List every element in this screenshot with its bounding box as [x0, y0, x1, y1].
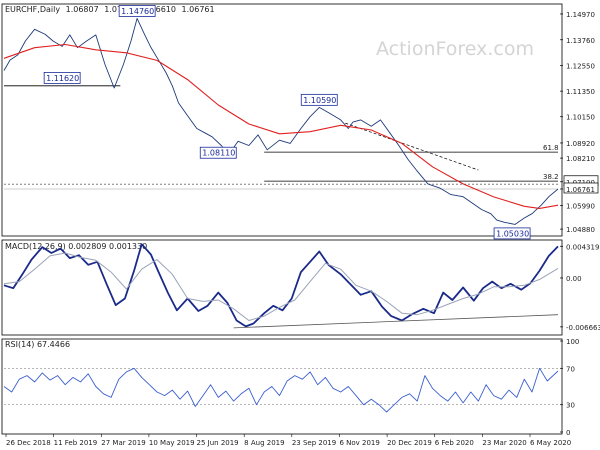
x-tick-label-10: 23 Mar 2020 [482, 439, 526, 447]
axis-labels: 1.14970 1.13760 1.12550 1.11350 1.10150 1.089… [5, 11, 600, 447]
price-label-box-1 [43, 71, 81, 84]
macd-y-tick-2: -0.006663 [566, 324, 600, 332]
rsi-rsi-line [3, 367, 559, 413]
price-label-2: 1.08110 [202, 149, 235, 158]
price-y-tick-8: 1.06761 [566, 186, 595, 194]
watermark: ActionForex.com [376, 38, 534, 60]
x-tick-label-5: 8 Aug 2019 [244, 439, 284, 447]
close-value: 1.06761 [182, 5, 215, 14]
price-y-tick-0: 1.14970 [566, 11, 595, 19]
price-ma-line [3, 43, 559, 209]
rsi-y-tick-0: 100 [566, 338, 579, 346]
x-tick-label-4: 25 Jun 2019 [197, 439, 239, 447]
symbol-label: EURCHF,Daily [5, 5, 60, 14]
rsi-y-tick-1: 70 [566, 365, 575, 373]
rsi-title: RSI(14) 67.4466 [5, 340, 70, 349]
price-price-line [3, 17, 559, 225]
macd-title: MACD(12,26,9) 0.002809 0.001330 [5, 242, 147, 251]
x-tick-label-6: 23 Sep 2019 [292, 439, 336, 447]
price-label-3: 1.10590 [303, 96, 336, 105]
rsi-y-tick-2: 30 [566, 402, 575, 410]
price-tick-box-8 [563, 182, 599, 194]
price-label-0: 1.14760 [121, 7, 154, 16]
price-y-tick-3: 1.11350 [566, 88, 595, 96]
fib-618-label: 61.8 [543, 144, 559, 152]
price-label-box-4 [493, 227, 531, 240]
macd-trendline-line [233, 314, 559, 329]
x-tick-label-7: 6 Nov 2019 [339, 439, 379, 447]
x-tick-label-9: 6 Feb 2020 [435, 439, 474, 447]
price-label-box-0 [118, 5, 156, 17]
price-annotations: 1.14760 1.11620 1.08110 1.10590 1.05030 [43, 5, 531, 240]
price-y-tick-10: 1.04880 [566, 226, 595, 234]
open-value: 1.06807 [66, 5, 99, 14]
macd-y-tick-0: 0.004319 [566, 243, 599, 251]
price-label-box-3 [300, 93, 338, 106]
price-label-box-2 [199, 146, 237, 159]
fib-382-label: 38.2 [543, 173, 559, 181]
price-label-1: 1.11620 [46, 74, 79, 83]
price-y-tick-1: 1.13760 [566, 37, 595, 45]
dashed-trend-line [345, 122, 479, 171]
price-y-tick-9: 1.05990 [566, 202, 595, 210]
price-label-4: 1.05030 [496, 229, 529, 238]
level-lines: 61.8 38.2 [4, 85, 559, 406]
macd-y-tick-1: 0.00 [566, 275, 582, 283]
price-y-tick-5: 1.08920 [566, 140, 595, 148]
x-tick-label-3: 10 May 2019 [149, 439, 195, 447]
price-y-tick-6: 1.08210 [566, 155, 595, 163]
macd-signal-line [3, 252, 559, 321]
price-panel-frame [1, 3, 563, 237]
x-tick-label-1: 11 Feb 2019 [54, 439, 98, 447]
series-lines [3, 17, 559, 413]
low-value: 1.06610 [143, 5, 176, 14]
macd-macd-line [3, 243, 559, 328]
x-tick-label-0: 26 Dec 2018 [6, 439, 51, 447]
x-tick-label-2: 27 Mar 2019 [101, 439, 145, 447]
price-y-tick-2: 1.12550 [566, 63, 595, 71]
rsi-y-tick-3: 0 [566, 429, 570, 437]
x-tick-label-11: 6 May 2020 [530, 439, 571, 447]
rsi-panel-frame [1, 338, 563, 435]
price-y-tick-4: 1.10150 [566, 114, 595, 122]
macd-panel-frame [1, 239, 563, 336]
x-tick-label-8: 20 Dec 2019 [387, 439, 432, 447]
header-info: EURCHF,Daily 1.06807 1.07259 1.06610 1.0… [5, 5, 215, 14]
